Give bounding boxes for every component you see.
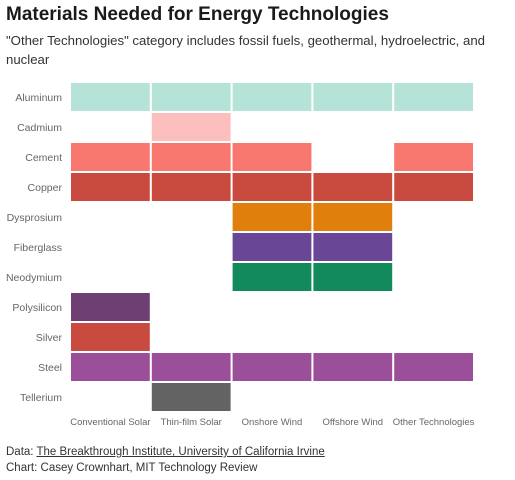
cell-aluminum-conventional-solar [71,83,150,111]
cell-copper-offshore-wind [313,173,393,201]
cell-cement-onshore-wind [232,143,312,171]
cell-fiberglass-offshore-wind [313,233,393,261]
column-label-offshore-wind: Offshore Wind [323,417,384,428]
cell-steel-thin-film-solar [151,353,231,381]
cell-copper-other-technologies [394,173,473,201]
data-source-link[interactable]: The Breakthrough Institute, University o… [36,446,325,458]
chart-credit: Chart: Casey Crownhart, MIT Technology R… [6,462,258,474]
column-label-thin-film-solar: Thin-film Solar [161,417,222,428]
cell-dysprosium-onshore-wind [232,203,312,231]
data-source-line: Data: The Breakthrough Institute, Univer… [6,446,325,458]
heatmap-cells [71,83,473,411]
row-label-tellerium: Tellerium [20,392,62,404]
row-label-cadmium: Cadmium [17,122,62,134]
cell-steel-onshore-wind [232,353,312,381]
row-labels: Aluminum Cadmium Cement Copper Dysprosium Fib… [6,92,63,404]
row-label-copper: Copper [28,182,63,194]
cell-cement-other-technologies [394,143,473,171]
column-label-other-technologies: Other Technologies [393,417,475,428]
cell-cement-conventional-solar [71,143,150,171]
cell-fiberglass-onshore-wind [232,233,312,261]
cell-copper-thin-film-solar [151,173,231,201]
cell-dysprosium-offshore-wind [313,203,393,231]
cell-aluminum-onshore-wind [232,83,312,111]
cell-cadmium-thin-film-solar [151,113,231,141]
cell-aluminum-thin-film-solar [151,83,231,111]
column-labels: Conventional Solar Thin-film Solar Onshore… [70,417,474,428]
cell-tellerium-thin-film-solar [151,383,231,411]
row-label-neodymium: Neodymium [6,272,62,284]
cell-silver-conventional-solar [71,323,150,351]
cell-polysilicon-conventional-solar [71,293,150,321]
cell-aluminum-other-technologies [394,83,473,111]
column-label-onshore-wind: Onshore Wind [242,417,303,428]
cell-steel-conventional-solar [71,353,150,381]
row-label-aluminum: Aluminum [15,92,62,104]
cell-aluminum-offshore-wind [313,83,393,111]
row-label-dysprosium: Dysprosium [7,212,63,224]
cell-cement-thin-film-solar [151,143,231,171]
row-label-steel: Steel [38,362,62,374]
cell-copper-conventional-solar [71,173,150,201]
data-source-prefix: Data: [6,446,37,458]
chart-subtitle: "Other Technologies" category includes f… [6,33,485,67]
cell-neodymium-offshore-wind [313,263,393,291]
cell-steel-offshore-wind [313,353,393,381]
row-label-cement: Cement [25,152,62,164]
row-label-polysilicon: Polysilicon [12,302,62,314]
chart-title: Materials Needed for Energy Technologies [6,4,389,25]
materials-heatmap: Aluminum Cadmium Cement Copper Dysprosium Fib… [6,83,475,428]
row-label-fiberglass: Fiberglass [14,242,62,254]
row-label-silver: Silver [36,332,63,344]
cell-copper-onshore-wind [232,173,312,201]
cell-steel-other-technologies [394,353,473,381]
column-label-conventional-solar: Conventional Solar [70,417,150,428]
cell-neodymium-onshore-wind [232,263,312,291]
